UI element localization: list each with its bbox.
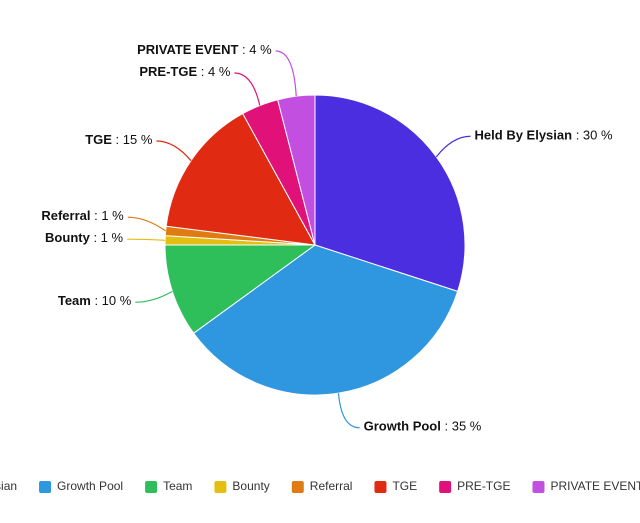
label-value: : 15 % (112, 132, 153, 147)
connector (234, 72, 261, 106)
pie-slice (277, 94, 316, 246)
label-name: PRE-TGE (139, 64, 197, 79)
label-value: : 10 % (91, 294, 132, 309)
label-name: TGE (85, 132, 112, 147)
connector (156, 140, 192, 162)
label-value: : 35 % (441, 419, 482, 434)
legend-swatch (291, 481, 304, 493)
legend-label: TGE (392, 479, 417, 493)
pie-slice (314, 94, 466, 292)
legend-label: Referral (310, 479, 353, 493)
legend-label: PRIVATE EVENT (550, 479, 640, 493)
label-name: Bounty (45, 231, 91, 246)
data-label: Referral : 1 % (41, 209, 124, 224)
label-value: : 30 % (572, 128, 613, 143)
legend-swatch (374, 481, 387, 493)
legend-label: Bounty (232, 479, 269, 493)
label-name: Growth Pool (364, 419, 441, 434)
data-label: Held By Elysian : 30 % (475, 128, 613, 143)
label-value: : 1 % (91, 209, 125, 224)
label-name: Held By Elysian (475, 128, 573, 143)
legend-swatch (39, 481, 52, 493)
legend-label: Growth Pool (57, 479, 123, 493)
legend-swatch (439, 481, 452, 493)
data-label: PRIVATE EVENT : 4 % (137, 42, 272, 57)
legend-swatch (214, 481, 227, 493)
label-name: PRIVATE EVENT (137, 42, 238, 57)
connector (127, 238, 166, 241)
connector (337, 393, 360, 429)
data-label: Growth Pool : 35 % (364, 419, 482, 434)
legend-label: PRE-TGE (457, 479, 510, 493)
label-value: : 1 % (90, 231, 124, 246)
connector (127, 216, 167, 232)
data-label: Team : 10 % (58, 294, 132, 309)
label-value: : 4 % (238, 42, 272, 57)
legend-label: Team (163, 479, 192, 493)
connector (135, 290, 173, 303)
legend-label: Held By Elysian (0, 479, 17, 493)
label-value: : 4 % (197, 64, 231, 79)
data-label: PRE-TGE : 4 % (139, 64, 230, 79)
legend-swatch (532, 481, 545, 493)
data-label: TGE : 15 % (85, 132, 153, 147)
pie-slice (192, 244, 459, 396)
pie-slice (165, 112, 316, 246)
data-label: Bounty : 1 % (45, 231, 123, 246)
connector (275, 50, 297, 97)
connector (435, 135, 471, 158)
label-name: Team (58, 294, 91, 309)
label-name: Referral (41, 209, 90, 224)
legend-swatch (145, 481, 158, 493)
